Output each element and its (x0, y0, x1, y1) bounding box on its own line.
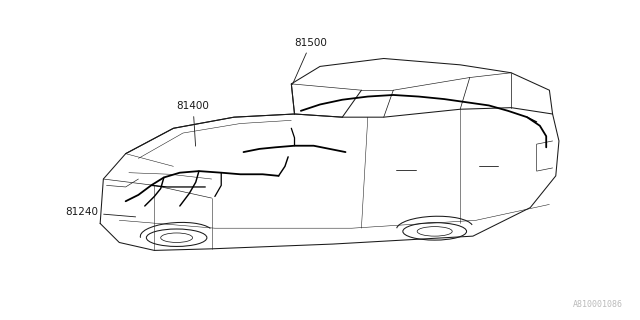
Text: 81400: 81400 (177, 101, 209, 146)
Text: A810001086: A810001086 (573, 300, 623, 309)
Text: 81500: 81500 (292, 38, 328, 84)
Text: 81240: 81240 (65, 207, 136, 217)
